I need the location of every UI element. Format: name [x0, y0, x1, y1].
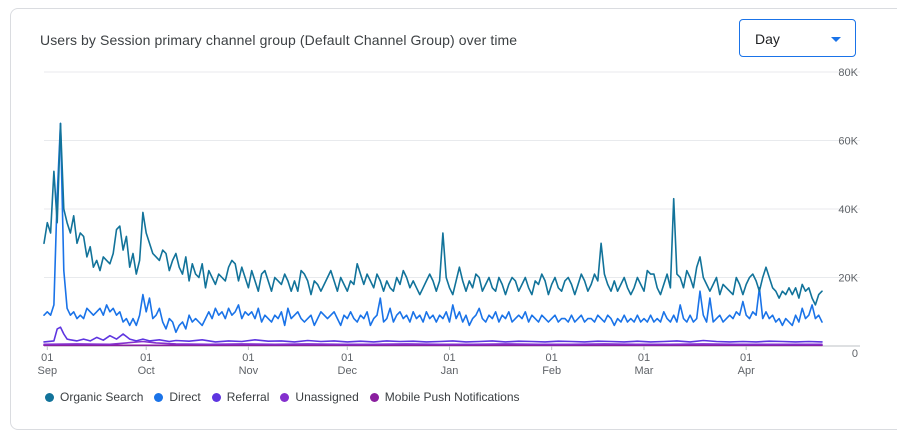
x-tick-day-label: 01 — [638, 352, 650, 364]
x-tick-month-label: Apr — [738, 365, 755, 377]
legend-label: Organic Search — [60, 390, 144, 404]
x-tick-month-label: Feb — [542, 365, 561, 377]
granularity-select-value: Day — [755, 31, 780, 47]
x-tick-day-label: 01 — [443, 352, 455, 364]
y-tick-label: 80K — [838, 67, 858, 79]
x-tick-day-label: 01 — [546, 352, 558, 364]
legend-item-organic-search[interactable]: Organic Search — [45, 390, 143, 404]
x-tick-day-label: 01 — [341, 352, 353, 364]
x-tick-day-label: 01 — [41, 352, 53, 364]
y-tick-label: 20K — [838, 273, 858, 285]
y-tick-label: 60K — [838, 136, 858, 148]
chart-legend: Organic Search Direct Referral Unassigned Mo… — [45, 390, 531, 404]
legend-dot-icon — [154, 392, 164, 402]
legend-item-direct[interactable]: Direct — [154, 390, 201, 404]
x-tick-month-label: Nov — [239, 365, 259, 377]
legend-label: Direct — [169, 390, 201, 404]
legend-label: Referral — [226, 390, 270, 404]
legend-item-mobile-push-notifications[interactable]: Mobile Push Notifications — [369, 390, 520, 404]
series-line-referral[interactable] — [43, 326, 823, 343]
x-tick-month-label: Jan — [441, 365, 459, 377]
granularity-select[interactable]: Day — [739, 19, 856, 57]
x-tick-month-label: Mar — [635, 365, 654, 377]
legend-item-unassigned[interactable]: Unassigned — [280, 390, 359, 404]
x-tick-month-label: Sep — [38, 365, 58, 377]
chevron-down-icon — [831, 37, 841, 42]
x-tick-month-label: Oct — [138, 365, 155, 377]
legend-dot-icon — [369, 392, 379, 402]
legend-item-referral[interactable]: Referral — [211, 390, 270, 404]
y-tick-label: 0 — [852, 348, 858, 360]
y-tick-label: 40K — [838, 204, 858, 216]
legend-label: Mobile Push Notifications — [384, 390, 520, 404]
chart-title: Users by Session primary channel group (… — [40, 32, 518, 48]
x-tick-day-label: 01 — [740, 352, 752, 364]
chart-card — [10, 8, 897, 430]
series-line-organic-search[interactable] — [43, 122, 823, 306]
x-tick-day-label: 01 — [242, 352, 254, 364]
x-tick-month-label: Dec — [338, 365, 358, 377]
legend-dot-icon — [45, 392, 54, 402]
legend-dot-icon — [280, 392, 290, 402]
legend-label: Unassigned — [295, 390, 359, 404]
series-line-unassigned[interactable] — [43, 340, 823, 346]
x-tick-day-label: 01 — [140, 352, 152, 364]
series-line-direct[interactable] — [43, 122, 823, 334]
legend-dot-icon — [211, 392, 221, 402]
